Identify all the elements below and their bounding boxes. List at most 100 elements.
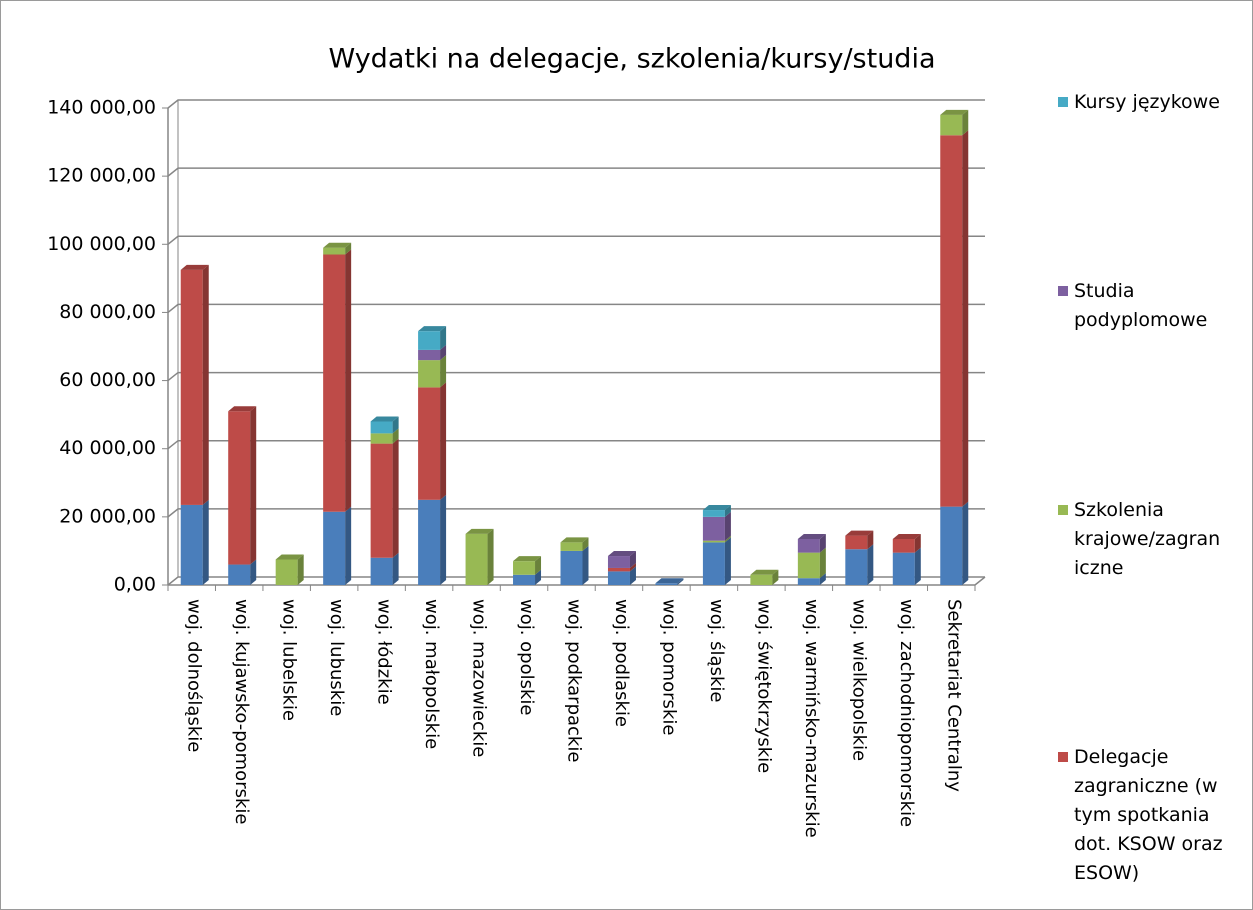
bar-side [819,534,826,553]
x-tick-label: woj. pomorskie [658,599,679,735]
legend-label: Kursy językowe [1074,91,1220,113]
grid-line [167,167,985,177]
bar-side [392,438,399,558]
bar-segment [180,504,203,585]
bar-segment [607,556,630,568]
grid-line [167,508,985,518]
bar-segment [418,499,441,585]
bar-segment [797,539,820,553]
bar-side [914,547,921,585]
bar-segment [323,511,346,585]
bar-segment [180,269,203,505]
bar-side [487,528,494,585]
bar-top [940,109,969,115]
bar-top [655,578,684,584]
legend-label: Szkolenia krajowe/zagraniczne [1074,498,1221,579]
bar-side [202,499,209,585]
grid-line [167,303,985,314]
y-tick-label: 140 000,00 [47,97,156,119]
bar-segment [560,550,583,585]
bar-segment [845,549,868,585]
x-tick-label: woj. zachodniopomorskie [896,599,917,827]
bar-segment [607,571,630,585]
bar-side [962,109,969,136]
bar-segment [370,421,393,434]
bar-top [702,505,731,511]
bar-segment [750,574,773,585]
legend: Kursy językowe Studia podyplomowe Szkoleni… [1058,88,1243,888]
legend-label: Studia podyplomowe [1074,280,1208,332]
x-tick-label: woj. małopolskie [421,599,442,749]
bar-side [914,534,921,553]
legend-swatch [1058,751,1068,762]
bar-top [607,551,636,557]
bar-side [392,416,399,434]
bar-top [560,537,589,543]
bar-side [297,554,304,585]
bar-segment [513,574,536,585]
bar-side [629,551,636,568]
bar-side [345,506,352,585]
x-tick-label: woj. warmińsko-mazurskie [801,599,822,838]
x-tick-label: woj. lubelskie [279,599,300,721]
bar-top [418,326,447,332]
bar-top [892,534,921,540]
bar-side [250,406,257,565]
legend-entry: Szkolenia krajowe/zagraniczne [1058,496,1243,583]
bar-segment [370,443,393,558]
bar-segment [560,542,583,551]
bar-side [819,547,826,579]
bar-side [819,573,826,585]
x-tick-label: woj. podkarpackie [564,599,585,762]
bar-segment [845,535,868,550]
bar-segment [797,552,820,579]
bar-side [724,511,731,541]
bar-segment [418,360,441,388]
y-tick-label: 60 000,00 [59,369,156,391]
bar-segment [892,552,915,585]
bar-segment [940,114,963,136]
legend-swatch [1058,286,1068,297]
chart-title: Wydatki na delegacje, szkolenia/kursy/st… [328,44,935,75]
bar-side [962,130,969,507]
bar-segment [607,567,630,572]
bar-side [629,562,636,572]
bar-top [275,554,304,560]
bar-side [962,501,969,585]
bar-side [440,355,447,388]
grid-line [167,99,985,109]
bar-side [202,264,209,505]
bar-side [582,545,589,585]
legend-label: Delegacje zagraniczne (w tym spotkania d… [1074,745,1223,884]
bar-segment [797,578,820,585]
bar-side [867,530,874,550]
bar-segment [702,510,725,517]
y-tick-label: 40 000,00 [59,437,156,459]
x-tick-label: woj. lubuskie [326,599,347,716]
x-tick-label: woj. kujawsko-pomorskie [231,599,252,824]
bar-side [440,344,447,361]
grid-line [167,439,985,450]
bar-segment [418,331,441,350]
x-tick-label: Sekretariat Centralny [943,599,964,792]
grid-line [167,371,985,382]
bar-side [392,552,399,585]
bar-top [228,406,257,412]
bar-top [845,530,874,536]
legend-swatch [1058,504,1068,515]
grid-line [167,235,985,245]
bar-segment [513,561,536,575]
bar-segment [465,533,488,585]
x-tick-label: woj. łódzkie [374,599,395,705]
bar-side [582,537,589,551]
bar-segment [228,564,251,585]
bar-side [392,428,399,444]
legend-entry: Studia podyplomowe [1058,277,1243,335]
bar-top [370,416,399,422]
bar-segment [940,506,963,585]
bar-segment [702,516,725,541]
x-tick-label: woj. śląskie [706,599,727,702]
bar-segment [323,254,346,512]
